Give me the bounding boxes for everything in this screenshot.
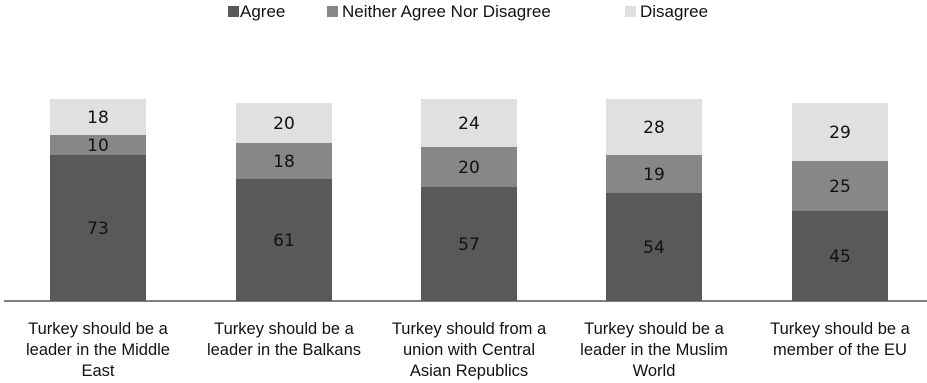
legend-swatch-1 — [327, 6, 338, 17]
data-label: 19 — [643, 165, 665, 185]
category-label-line: Turkey should be a — [584, 320, 725, 338]
category-label: Turkey should be a leader in the Balkans — [207, 320, 361, 359]
data-label: 29 — [829, 123, 851, 143]
category-label-line: leader in the Middle — [26, 341, 170, 359]
bar-segment — [606, 155, 702, 193]
category-label-line: Turkey should be a — [770, 320, 911, 338]
data-label: 18 — [87, 108, 109, 128]
category-label-line: Turkey should be a — [28, 320, 169, 338]
data-label: 25 — [829, 177, 851, 197]
data-label: 18 — [273, 152, 295, 172]
data-label: 10 — [87, 136, 109, 156]
category-label: Turkey should be a member of the EU — [770, 320, 911, 359]
category-label-line: Asian Republics — [410, 362, 528, 380]
data-label: 20 — [458, 158, 480, 178]
legend-label-0: Agree — [240, 2, 285, 21]
legend: Agree Neither Agree Nor Disagree Disagree — [228, 2, 708, 21]
legend-swatch-0 — [228, 6, 239, 17]
data-label: 28 — [643, 118, 665, 138]
legend-label-2: Disagree — [640, 2, 708, 21]
bar-segment — [421, 147, 517, 187]
category-label: Turkey should be a leader in the Muslim Wo… — [580, 320, 728, 380]
bar-segment — [421, 187, 517, 301]
bar-segment — [792, 161, 888, 211]
data-label: 54 — [643, 238, 665, 258]
category-label: Turkey should be a leader in the Middle Ea… — [26, 320, 170, 380]
data-label: 20 — [273, 114, 295, 134]
category-label-line: leader in the Muslim — [580, 341, 728, 359]
data-label: 24 — [458, 114, 480, 134]
bar-segment — [50, 155, 146, 301]
data-label: 57 — [458, 235, 480, 255]
legend-label-1: Neither Agree Nor Disagree — [342, 2, 551, 21]
bar-segment — [606, 193, 702, 301]
data-label: 61 — [273, 231, 295, 251]
category-label-line: Turkey should from a — [392, 320, 547, 338]
legend-swatch-2 — [625, 6, 636, 17]
category-label-line: World — [633, 362, 676, 380]
category-label-line: leader in the Balkans — [207, 341, 361, 359]
category-label-line: member of the EU — [773, 341, 907, 359]
data-label: 45 — [829, 247, 851, 267]
bar-segment — [792, 211, 888, 301]
category-labels: Turkey should be a leader in the Middle Ea… — [26, 320, 911, 380]
bar-segment — [421, 99, 517, 147]
bar-segment — [792, 103, 888, 161]
bar-segment — [236, 179, 332, 301]
category-label-line: East — [81, 362, 114, 380]
category-label-line: Turkey should be a — [214, 320, 355, 338]
category-label: Turkey should from a union with Central As… — [392, 320, 547, 380]
bar-segment — [50, 135, 146, 155]
category-label-line: union with Central — [403, 341, 535, 359]
data-label: 73 — [87, 219, 109, 239]
bar-segment — [236, 143, 332, 179]
bar-segment — [606, 99, 702, 155]
bar-segment — [236, 103, 332, 143]
bar-segment — [50, 99, 146, 135]
bars: 73 10 18 61 18 20 57 20 24 54 19 28 45 25 29 — [50, 99, 888, 301]
